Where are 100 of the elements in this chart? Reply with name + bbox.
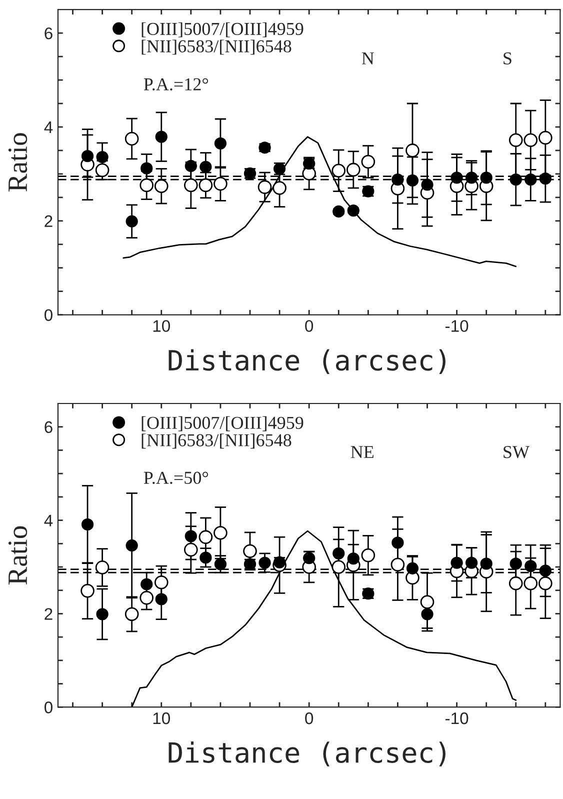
- point: [480, 558, 492, 570]
- y-tick-label: 4: [44, 122, 53, 134]
- point: [450, 172, 463, 184]
- point: [80, 584, 94, 598]
- point: [347, 204, 360, 217]
- point: [81, 518, 94, 531]
- y-tick-label: 2: [44, 608, 52, 620]
- legend-label: [OIII]5007/[OIII]4959: [142, 416, 304, 432]
- point: [480, 172, 492, 184]
- y-tick-label: 2: [44, 215, 52, 227]
- point: [450, 556, 463, 569]
- point: [465, 172, 478, 184]
- point: [200, 160, 212, 173]
- x-tick-label: 10: [153, 712, 170, 724]
- point: [508, 576, 523, 590]
- point: [465, 556, 478, 569]
- point: [214, 526, 228, 540]
- point: [390, 558, 405, 572]
- point: [538, 576, 552, 590]
- point: [198, 178, 213, 192]
- point: [406, 174, 419, 187]
- point: [524, 560, 537, 572]
- point: [184, 542, 198, 557]
- point: [332, 164, 346, 178]
- y-tick-label: 6: [44, 421, 52, 434]
- point: [361, 154, 376, 169]
- point: [140, 590, 154, 605]
- y-tick-label: 6: [44, 27, 52, 40]
- point: [347, 552, 360, 565]
- point: [184, 160, 197, 172]
- point: [361, 548, 376, 562]
- point: [332, 205, 345, 218]
- point: [95, 163, 110, 178]
- annotation: S: [504, 52, 512, 64]
- point: [81, 150, 94, 162]
- point: [421, 608, 434, 620]
- point: [524, 133, 538, 148]
- legend-label: [NII]6583/[NII]6548: [142, 40, 292, 55]
- point: [524, 173, 537, 186]
- point: [420, 595, 434, 609]
- annotation: N: [362, 52, 374, 64]
- point: [273, 556, 286, 568]
- annotation: P.A.=12°: [144, 78, 208, 90]
- point: [332, 547, 345, 560]
- point: [258, 556, 271, 569]
- point: [214, 176, 228, 191]
- point: [140, 578, 153, 590]
- point: [124, 132, 139, 146]
- x-axis-title: Distance (arcsec): [168, 742, 446, 766]
- point: [126, 215, 138, 228]
- annotation: SW: [504, 446, 530, 458]
- x-tick-label: -10: [445, 712, 468, 724]
- point: [346, 162, 360, 177]
- y-tick-label: 0: [44, 309, 52, 322]
- point: [96, 150, 108, 164]
- y-axis-title: Ratio: [8, 526, 28, 585]
- point: [538, 130, 552, 145]
- point: [184, 178, 198, 192]
- annotation: P.A.=50°: [144, 472, 208, 484]
- point: [406, 562, 419, 574]
- point: [96, 608, 108, 620]
- annotation: NE: [350, 446, 374, 458]
- point: [95, 560, 110, 574]
- point: [508, 133, 523, 148]
- point: [272, 181, 286, 195]
- y-axis-title: Ratio: [8, 133, 28, 192]
- point: [214, 558, 227, 570]
- point: [539, 172, 552, 185]
- point: [243, 544, 257, 558]
- point: [214, 137, 227, 150]
- point: [392, 536, 404, 549]
- point: [524, 576, 538, 590]
- x-tick-label: 10: [153, 320, 170, 332]
- x-axis-title: Distance (arcsec): [168, 349, 446, 374]
- point: [155, 593, 168, 606]
- point: [198, 530, 213, 544]
- point: [510, 173, 522, 186]
- legend-label: [NII]6583/[NII]6548: [142, 434, 292, 449]
- x-tick-label: 0: [305, 320, 314, 332]
- point: [200, 552, 212, 564]
- point: [392, 173, 404, 186]
- point: [258, 180, 272, 194]
- point: [140, 162, 153, 174]
- point: [184, 530, 197, 542]
- point: [510, 558, 522, 570]
- point: [406, 144, 420, 158]
- x-tick-label: -10: [445, 320, 468, 332]
- point: [332, 560, 346, 574]
- point: [303, 552, 316, 564]
- point: [155, 130, 168, 143]
- y-tick-label: 4: [44, 514, 53, 526]
- legend-label: [OIII]5007/[OIII]4959: [142, 22, 304, 38]
- point: [421, 178, 434, 191]
- point: [140, 178, 154, 192]
- point: [154, 575, 168, 590]
- point: [126, 539, 138, 552]
- point: [539, 564, 552, 577]
- x-tick-label: 0: [305, 712, 314, 724]
- point: [154, 179, 168, 194]
- point: [124, 607, 139, 622]
